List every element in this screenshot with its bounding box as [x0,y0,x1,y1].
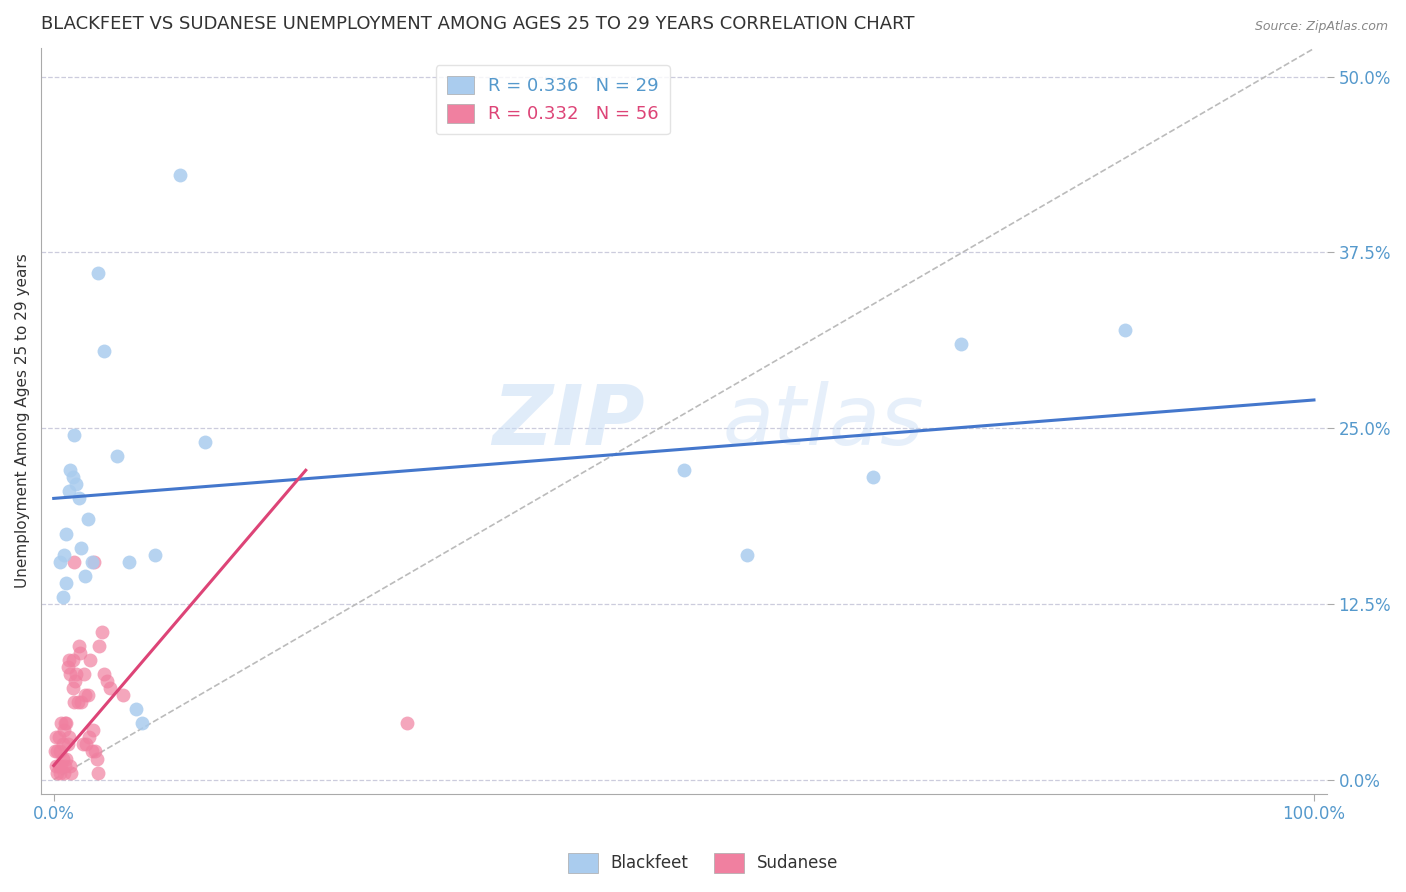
Point [52,723,75,738]
Point [55,575,77,590]
Point [56,738,79,752]
Point [58,731,80,745]
Point [100,681,122,696]
Point [82,723,104,738]
Point [87,765,110,780]
Point [51,716,73,731]
Point [131,716,153,731]
Point [169,168,191,182]
Point [66,695,89,709]
Point [93,343,115,358]
Text: BLACKFEET VS SUDANESE UNEMPLOYMENT AMONG AGES 25 TO 29 YEARS CORRELATION CHART: BLACKFEET VS SUDANESE UNEMPLOYMENT AMONG… [41,15,915,33]
Point [735,548,758,562]
Point [51,738,73,752]
Point [55,716,77,731]
Point [63,695,86,709]
Point [96,674,118,689]
Point [52,765,75,780]
Point [48,731,70,745]
Point [58,484,80,499]
Point [63,674,86,689]
Point [62,681,84,696]
Point [51,590,73,604]
Point [45,731,67,745]
Point [51,751,73,765]
Point [46,744,69,758]
Point [83,555,105,569]
Point [76,512,98,526]
Point [395,716,418,731]
Point [77,731,100,745]
Point [44,744,66,758]
Point [60,765,83,780]
Point [105,449,128,463]
Point [62,470,84,484]
Point [80,555,103,569]
Point [118,555,141,569]
Point [59,463,82,477]
Point [87,267,110,281]
Point [65,477,87,491]
Point [48,758,70,772]
Point [76,688,98,702]
Point [76,738,98,752]
Point [79,653,101,667]
Point [950,336,973,351]
Point [194,435,217,450]
Point [59,667,82,681]
Point [143,548,166,562]
Y-axis label: Unemployment Among Ages 25 to 29 years: Unemployment Among Ages 25 to 29 years [15,253,30,589]
Point [124,702,146,716]
Point [93,667,115,681]
Point [69,646,91,660]
Point [63,428,86,442]
Point [63,555,86,569]
Point [1114,323,1136,337]
Point [67,639,90,653]
Point [45,758,67,772]
Legend: R = 0.336   N = 29, R = 0.332   N = 56: R = 0.336 N = 29, R = 0.332 N = 56 [436,65,669,135]
Point [84,744,107,758]
Point [49,744,72,758]
Point [65,667,87,681]
Point [53,758,76,772]
Point [58,653,80,667]
Point [72,738,94,752]
Point [90,624,112,639]
Point [75,688,97,702]
Text: Source: ZipAtlas.com: Source: ZipAtlas.com [1254,20,1388,33]
Point [75,568,97,582]
Point [67,491,90,506]
Text: ZIP: ZIP [492,381,645,461]
Point [62,653,84,667]
Point [52,548,75,562]
Legend: Blackfeet, Sudanese: Blackfeet, Sudanese [561,847,845,880]
Point [55,526,77,541]
Point [59,758,82,772]
Point [49,765,72,780]
Point [86,751,108,765]
Point [112,688,135,702]
Point [862,470,884,484]
Point [53,716,76,731]
Point [56,660,79,674]
Point [73,667,96,681]
Point [70,541,93,555]
Point [70,695,93,709]
Point [46,765,69,780]
Point [55,751,77,765]
Point [80,744,103,758]
Text: atlas: atlas [723,381,924,461]
Point [51,758,73,772]
Point [49,555,72,569]
Point [87,639,110,653]
Point [672,463,695,477]
